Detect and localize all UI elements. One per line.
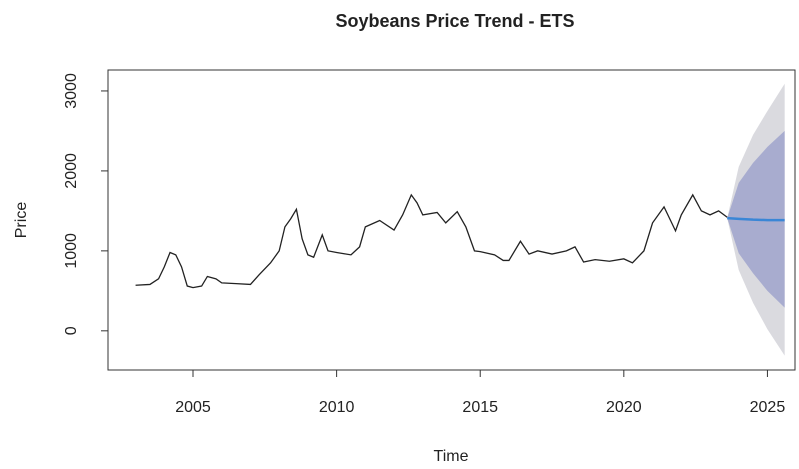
x-tick-label: 2005 (175, 399, 211, 416)
forecast-mean-line (727, 216, 785, 222)
chart-title: Soybeans Price Trend - ETS (335, 11, 574, 31)
x-tick-label: 2010 (319, 399, 355, 416)
y-tick-label: 2000 (63, 153, 80, 189)
x-axis-label: Time (434, 448, 469, 465)
y-axis-label: Price (13, 202, 30, 239)
x-tick-label: 2015 (462, 399, 498, 416)
plot-frame (107, 69, 796, 371)
y-tick-label: 0 (63, 326, 80, 335)
price-line (135, 193, 728, 289)
y-tick-label: 3000 (63, 73, 80, 109)
y-tick-label: 1000 (63, 233, 80, 269)
x-tick-label: 2020 (606, 399, 642, 416)
x-tick-label: 2025 (750, 399, 786, 416)
